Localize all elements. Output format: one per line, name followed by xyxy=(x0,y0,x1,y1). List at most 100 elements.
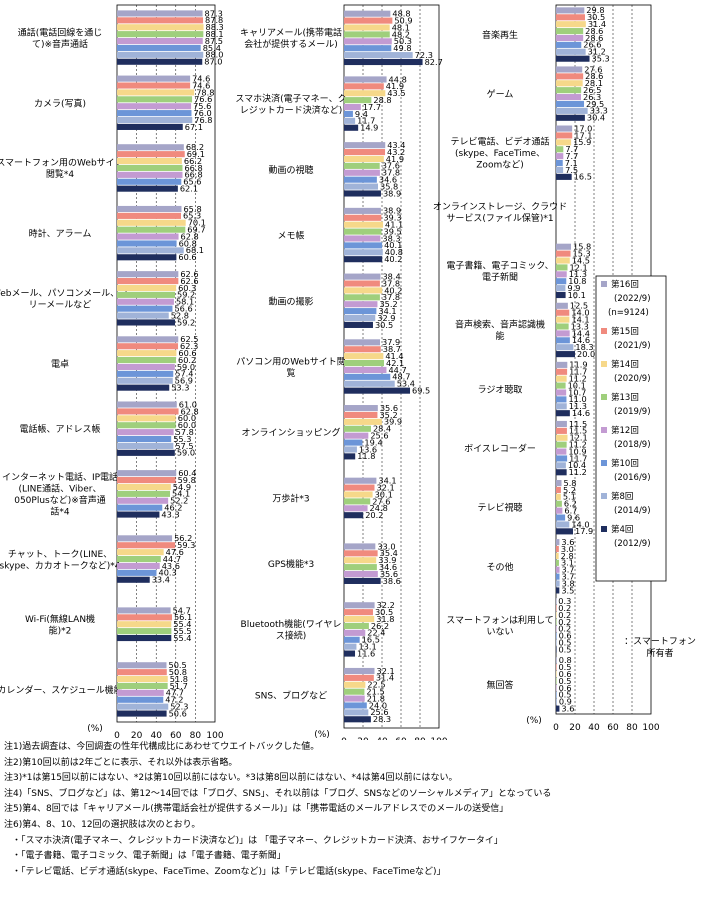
data-bar xyxy=(117,10,203,17)
data-bar xyxy=(344,650,356,657)
data-value-label: 51.8 xyxy=(170,674,188,684)
data-value-label: 3.7 xyxy=(562,571,575,581)
data-bar xyxy=(344,622,369,630)
data-value-label: 59.0 xyxy=(177,448,195,458)
data-bar xyxy=(117,89,195,96)
data-bar xyxy=(556,389,567,396)
data-bar xyxy=(344,491,373,498)
data-value-label: 26.3 xyxy=(583,92,601,102)
data-bar xyxy=(117,477,176,484)
data-value-label: 48.8 xyxy=(392,9,410,19)
data-bar xyxy=(117,614,172,621)
data-value-label: 21.5 xyxy=(366,687,384,697)
data-value-label: 35.2 xyxy=(379,299,397,309)
data-bar xyxy=(344,716,371,723)
data-value-label: 66.8 xyxy=(184,163,202,173)
data-bar xyxy=(344,10,391,17)
data-bar xyxy=(117,449,175,456)
data-value-label: 14.0 xyxy=(571,519,589,529)
data-value-label: 38.9 xyxy=(383,188,401,198)
data-bar xyxy=(117,470,177,477)
data-bar xyxy=(117,497,169,504)
data-value-label: 31.2 xyxy=(588,47,606,57)
data-value-label: 55.4 xyxy=(173,619,191,629)
axis-unit-label: (%) xyxy=(526,716,542,726)
data-value-label: 34.1 xyxy=(378,306,396,316)
category-label: SNS、ブログなど xyxy=(255,690,327,702)
data-value-label: 30.5 xyxy=(375,320,393,330)
category-label: Bluetooth機能(ワイヤレ xyxy=(241,618,342,630)
data-bar xyxy=(344,76,387,83)
footnote-4: 注4)「SNS、ブログなど」は、第12～14回では「ブログ、SNS」、それ以前は… xyxy=(4,788,552,799)
data-bar xyxy=(344,45,392,52)
data-value-label: 48.1 xyxy=(392,22,410,32)
data-bar xyxy=(556,691,557,698)
data-value-label: 18.3 xyxy=(575,342,593,352)
legend-series-period: (2016/9) xyxy=(614,473,651,483)
data-value-label: 40.8 xyxy=(385,247,403,257)
footnote-3: 注3)*1は第15回以前にはない、*2は第10回以前にはない。*3は第8回以前に… xyxy=(4,773,458,784)
data-value-label: 11.0 xyxy=(568,394,586,404)
data-value-label: 12.5 xyxy=(570,301,588,311)
legend-series-name: 第16回 xyxy=(611,279,639,290)
category-label: 電子書籍、電子コミック、 xyxy=(446,260,553,272)
data-value-label: 66.8 xyxy=(184,170,202,180)
data-value-label: 87.8 xyxy=(205,15,223,25)
data-bar xyxy=(556,625,557,632)
legend-series-period: (2019/9) xyxy=(614,407,651,417)
data-value-label: 20.0 xyxy=(577,349,595,359)
data-bar xyxy=(344,688,365,695)
data-bar xyxy=(556,139,572,146)
data-value-label: 26.6 xyxy=(583,40,601,50)
data-bar xyxy=(344,97,372,104)
data-value-label: 11.5 xyxy=(569,419,587,429)
data-bar xyxy=(556,639,557,646)
data-value-label: 59.2 xyxy=(177,290,195,300)
data-bar xyxy=(117,662,167,669)
data-bar xyxy=(344,602,375,609)
data-value-label: 58.1 xyxy=(176,297,194,307)
category-label: メモ帳 xyxy=(277,230,304,242)
data-bar xyxy=(556,351,575,358)
data-value-label: 11.9 xyxy=(569,360,587,370)
category-label: skype、カカオトークなど)*4 xyxy=(0,560,121,571)
data-bar xyxy=(117,37,203,45)
data-bar xyxy=(556,271,567,278)
legend-series-period: (2012/9) xyxy=(614,539,651,549)
data-value-label: 37.8 xyxy=(382,292,400,302)
legend-series-name: 第15回 xyxy=(611,326,639,337)
data-value-label: 20.2 xyxy=(365,510,383,520)
data-value-label: 7.5 xyxy=(565,165,578,175)
data-value-label: 28.6 xyxy=(585,71,603,81)
data-value-label: 17.7 xyxy=(363,102,381,112)
data-value-label: 40.2 xyxy=(384,254,402,264)
data-value-label: 62.1 xyxy=(180,184,198,194)
data-value-label: 72.3 xyxy=(415,50,433,60)
data-bar xyxy=(556,677,557,685)
data-value-label: 28.6 xyxy=(585,33,603,43)
data-bar xyxy=(117,442,174,449)
data-value-label: 62.6 xyxy=(180,276,198,286)
data-value-label: 56.6 xyxy=(174,304,192,314)
data-bar xyxy=(344,702,367,709)
data-value-label: 60.0 xyxy=(178,420,196,430)
data-bar xyxy=(117,44,201,51)
data-value-label: 0.2 xyxy=(558,603,571,613)
data-value-label: 15.9 xyxy=(573,137,591,147)
data-value-label: 3.7 xyxy=(562,565,575,575)
data-bar xyxy=(117,542,176,549)
data-value-label: 65.6 xyxy=(183,177,201,187)
data-value-label: 85.4 xyxy=(203,43,221,53)
data-bar xyxy=(556,671,557,678)
data-bar xyxy=(344,695,365,702)
data-bar xyxy=(344,162,380,169)
data-value-label: 55.3 xyxy=(173,434,191,444)
data-value-label: 31.4 xyxy=(376,673,394,683)
data-bar xyxy=(556,469,567,476)
category-label: 電話帳、アドレス帳 xyxy=(19,423,100,435)
data-value-label: 0.5 xyxy=(558,637,571,647)
data-value-label: 44.8 xyxy=(389,74,407,84)
data-bar xyxy=(556,48,586,55)
axis-unit-label: (%) xyxy=(314,730,330,740)
data-value-label: 35.8 xyxy=(380,181,398,191)
